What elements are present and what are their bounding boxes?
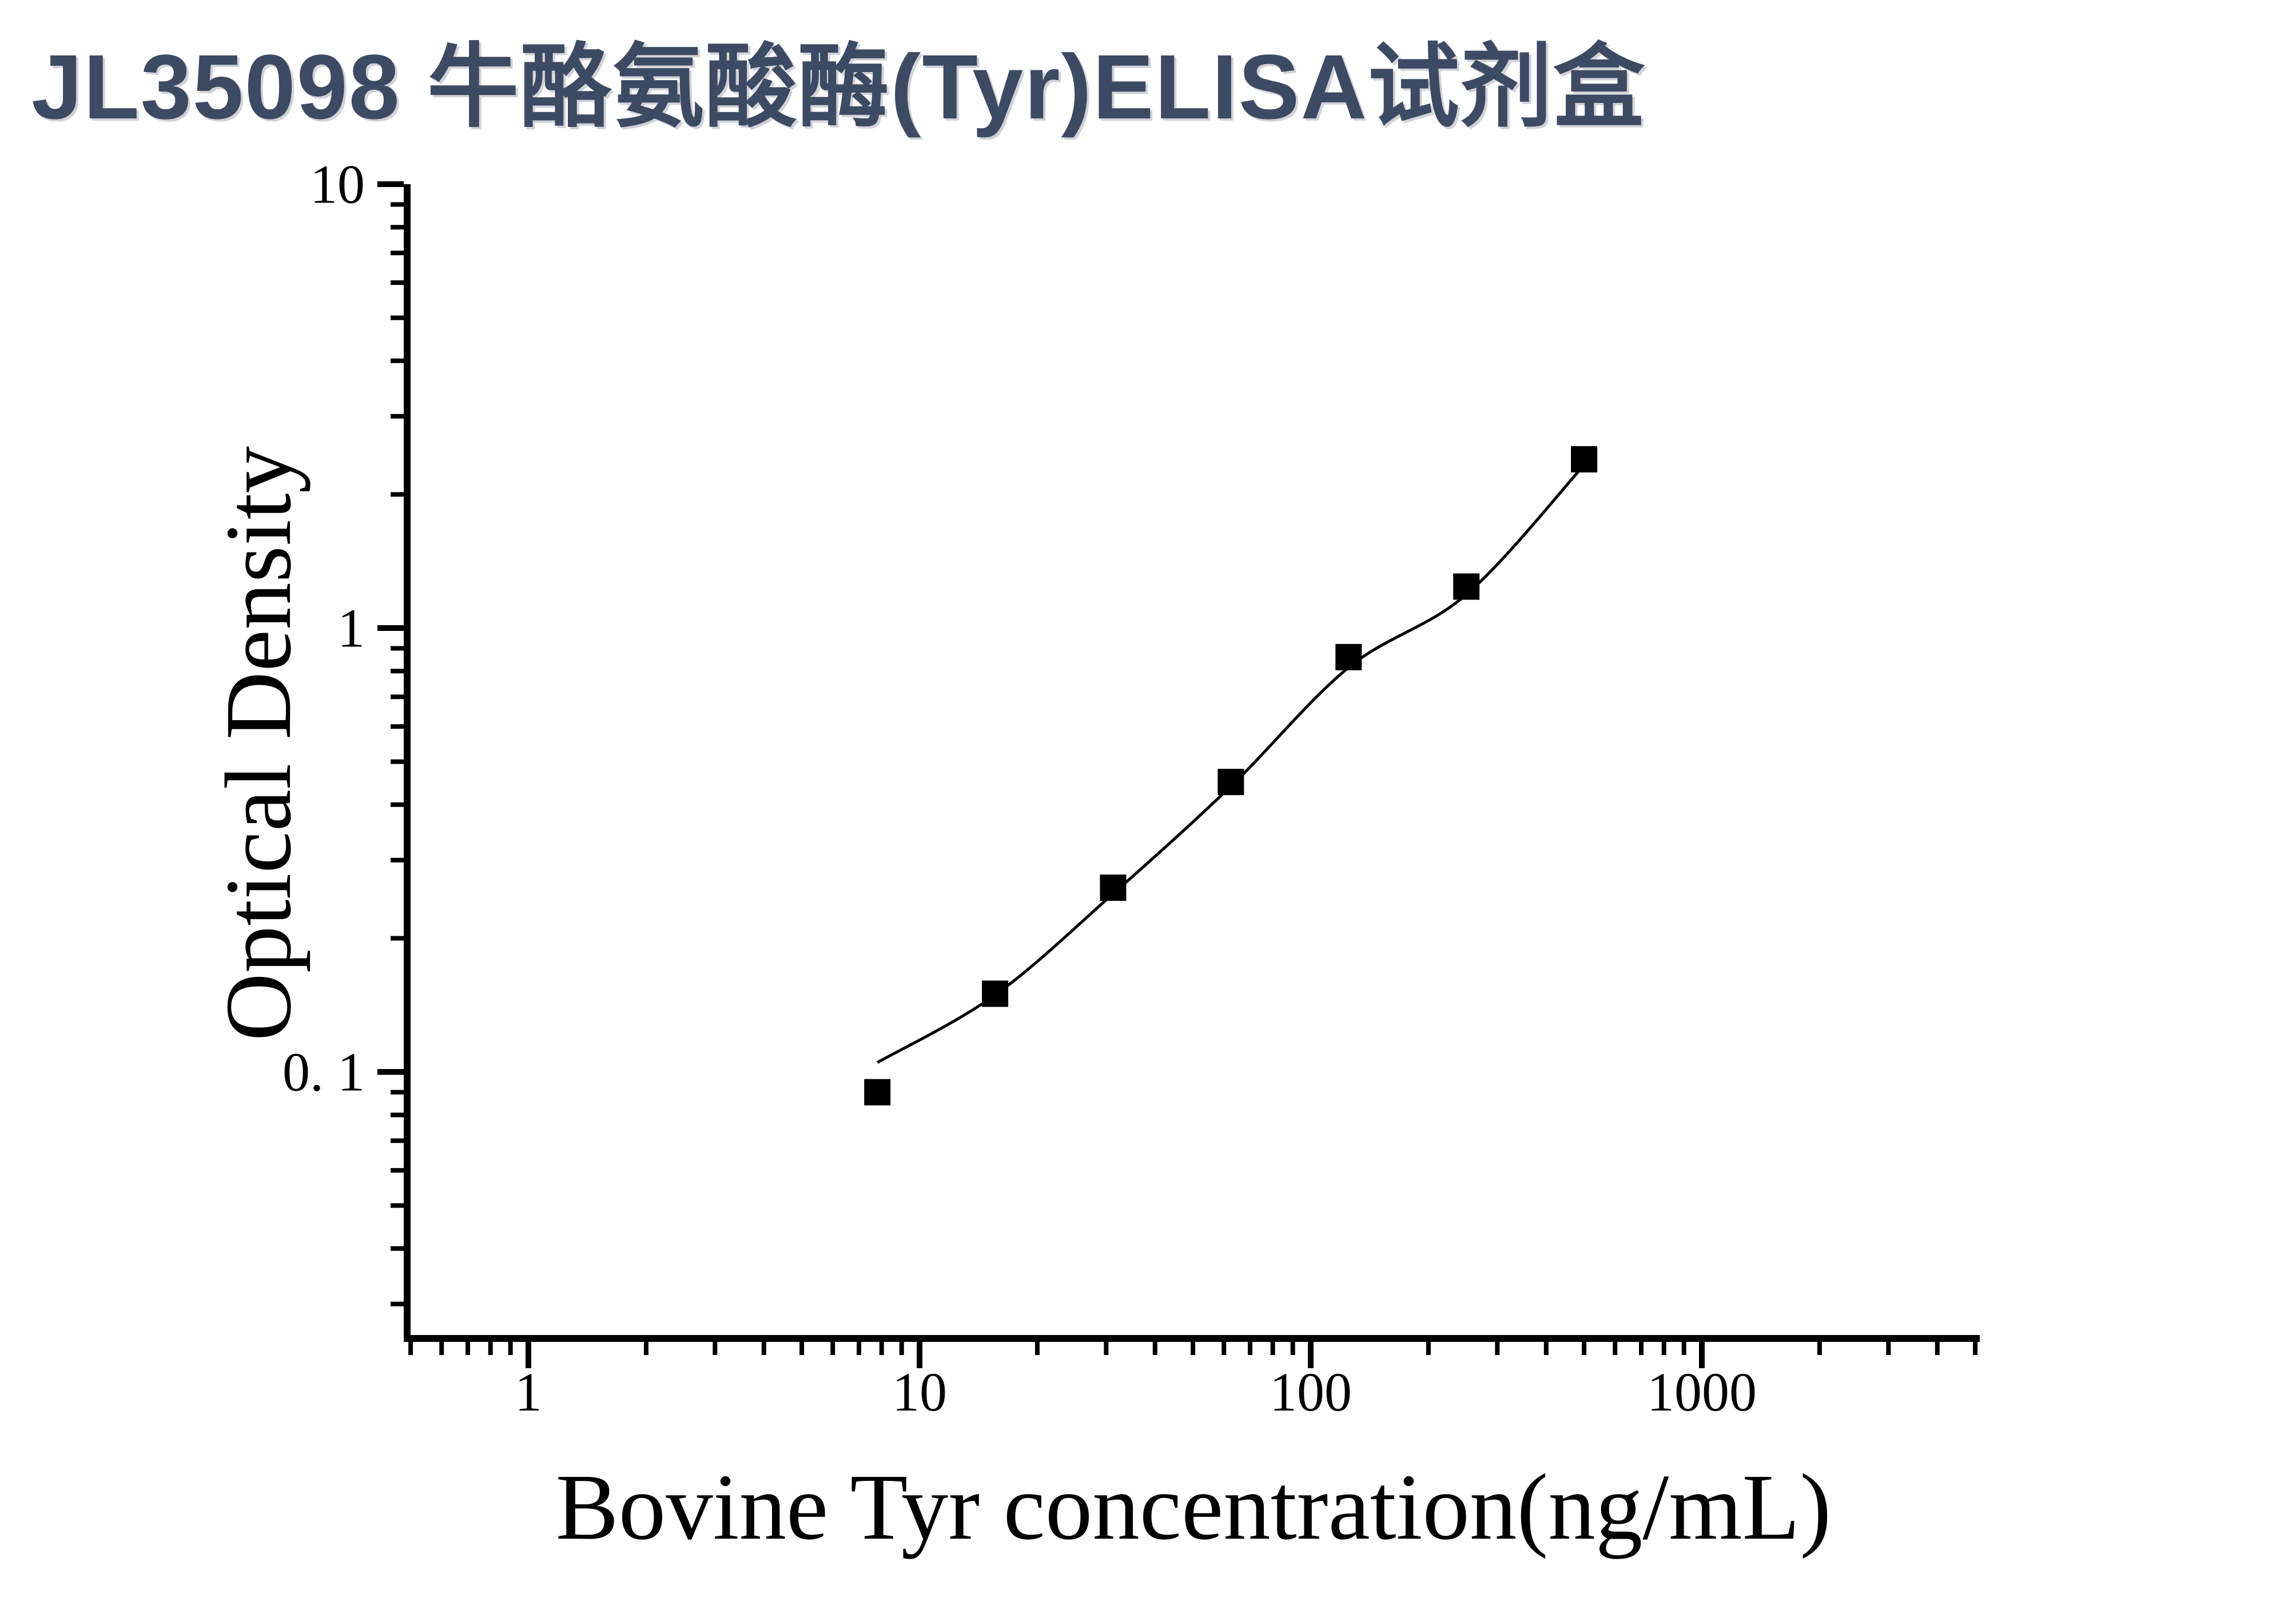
fit-curve-line	[876, 464, 1585, 1064]
x-tick-label: 100	[1270, 1361, 1352, 1423]
data-point-marker	[1100, 874, 1127, 901]
data-point-marker	[864, 1079, 891, 1106]
y-tick-label: 1	[337, 598, 365, 659]
data-point-marker	[1335, 643, 1362, 670]
y-tick-label: 0. 1	[282, 1042, 365, 1103]
y-tick-label: 10	[310, 154, 365, 215]
page-title: JL35098 牛酪氨酸酶(Tyr)ELISA试剂盒	[31, 35, 1646, 138]
x-axis-title: Bovine Tyr concentration(ng/mL)	[555, 1455, 1832, 1559]
data-point-marker	[1453, 573, 1480, 600]
data-point-marker	[1217, 769, 1244, 796]
x-tick-label: 1000	[1647, 1361, 1757, 1423]
data-point-marker	[982, 980, 1009, 1007]
x-tick-label: 10	[892, 1361, 947, 1423]
y-axis-title: Optical Density	[206, 446, 311, 1042]
data-point-marker	[1571, 446, 1598, 472]
x-tick-label: 1	[515, 1361, 542, 1423]
